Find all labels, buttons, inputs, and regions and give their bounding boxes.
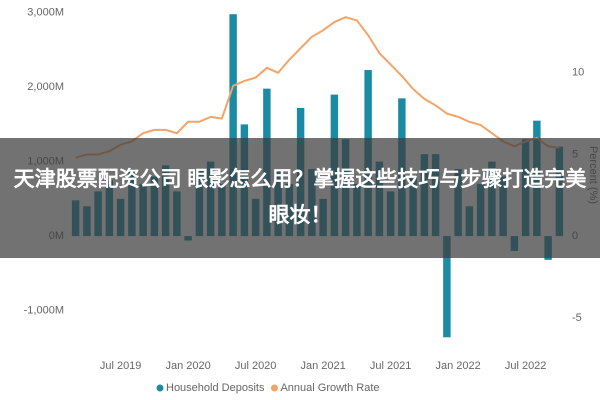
x-tick-label: Jan 2020 xyxy=(165,360,210,372)
x-tick-label: Jul 2021 xyxy=(370,360,412,372)
legend-label: Household Deposits xyxy=(166,382,265,394)
y2-tick-label: 10 xyxy=(572,67,584,79)
y2-tick-label: -5 xyxy=(572,312,582,324)
bar xyxy=(229,14,237,237)
banner-text: 天津股票配资公司 眼影怎么用？掌握这些技巧与步骤打造完美眼妆！ xyxy=(0,138,600,258)
y-tick-label: 3,000M xyxy=(27,7,64,19)
legend-marker xyxy=(156,384,164,392)
line xyxy=(75,16,560,159)
x-tick-label: Jan 2022 xyxy=(435,360,480,372)
x-tick-label: Jul 2019 xyxy=(100,360,142,372)
legend-label: Annual Growth Rate xyxy=(280,382,379,394)
x-tick-label: Jan 2021 xyxy=(300,360,345,372)
bar xyxy=(443,236,451,338)
y-tick-label: -1,000M xyxy=(24,304,64,316)
y-tick-label: 2,000M xyxy=(27,81,64,93)
x-tick-label: Jul 2020 xyxy=(235,360,277,372)
x-tick-label: Jul 2022 xyxy=(505,360,547,372)
legend-marker xyxy=(270,384,278,392)
